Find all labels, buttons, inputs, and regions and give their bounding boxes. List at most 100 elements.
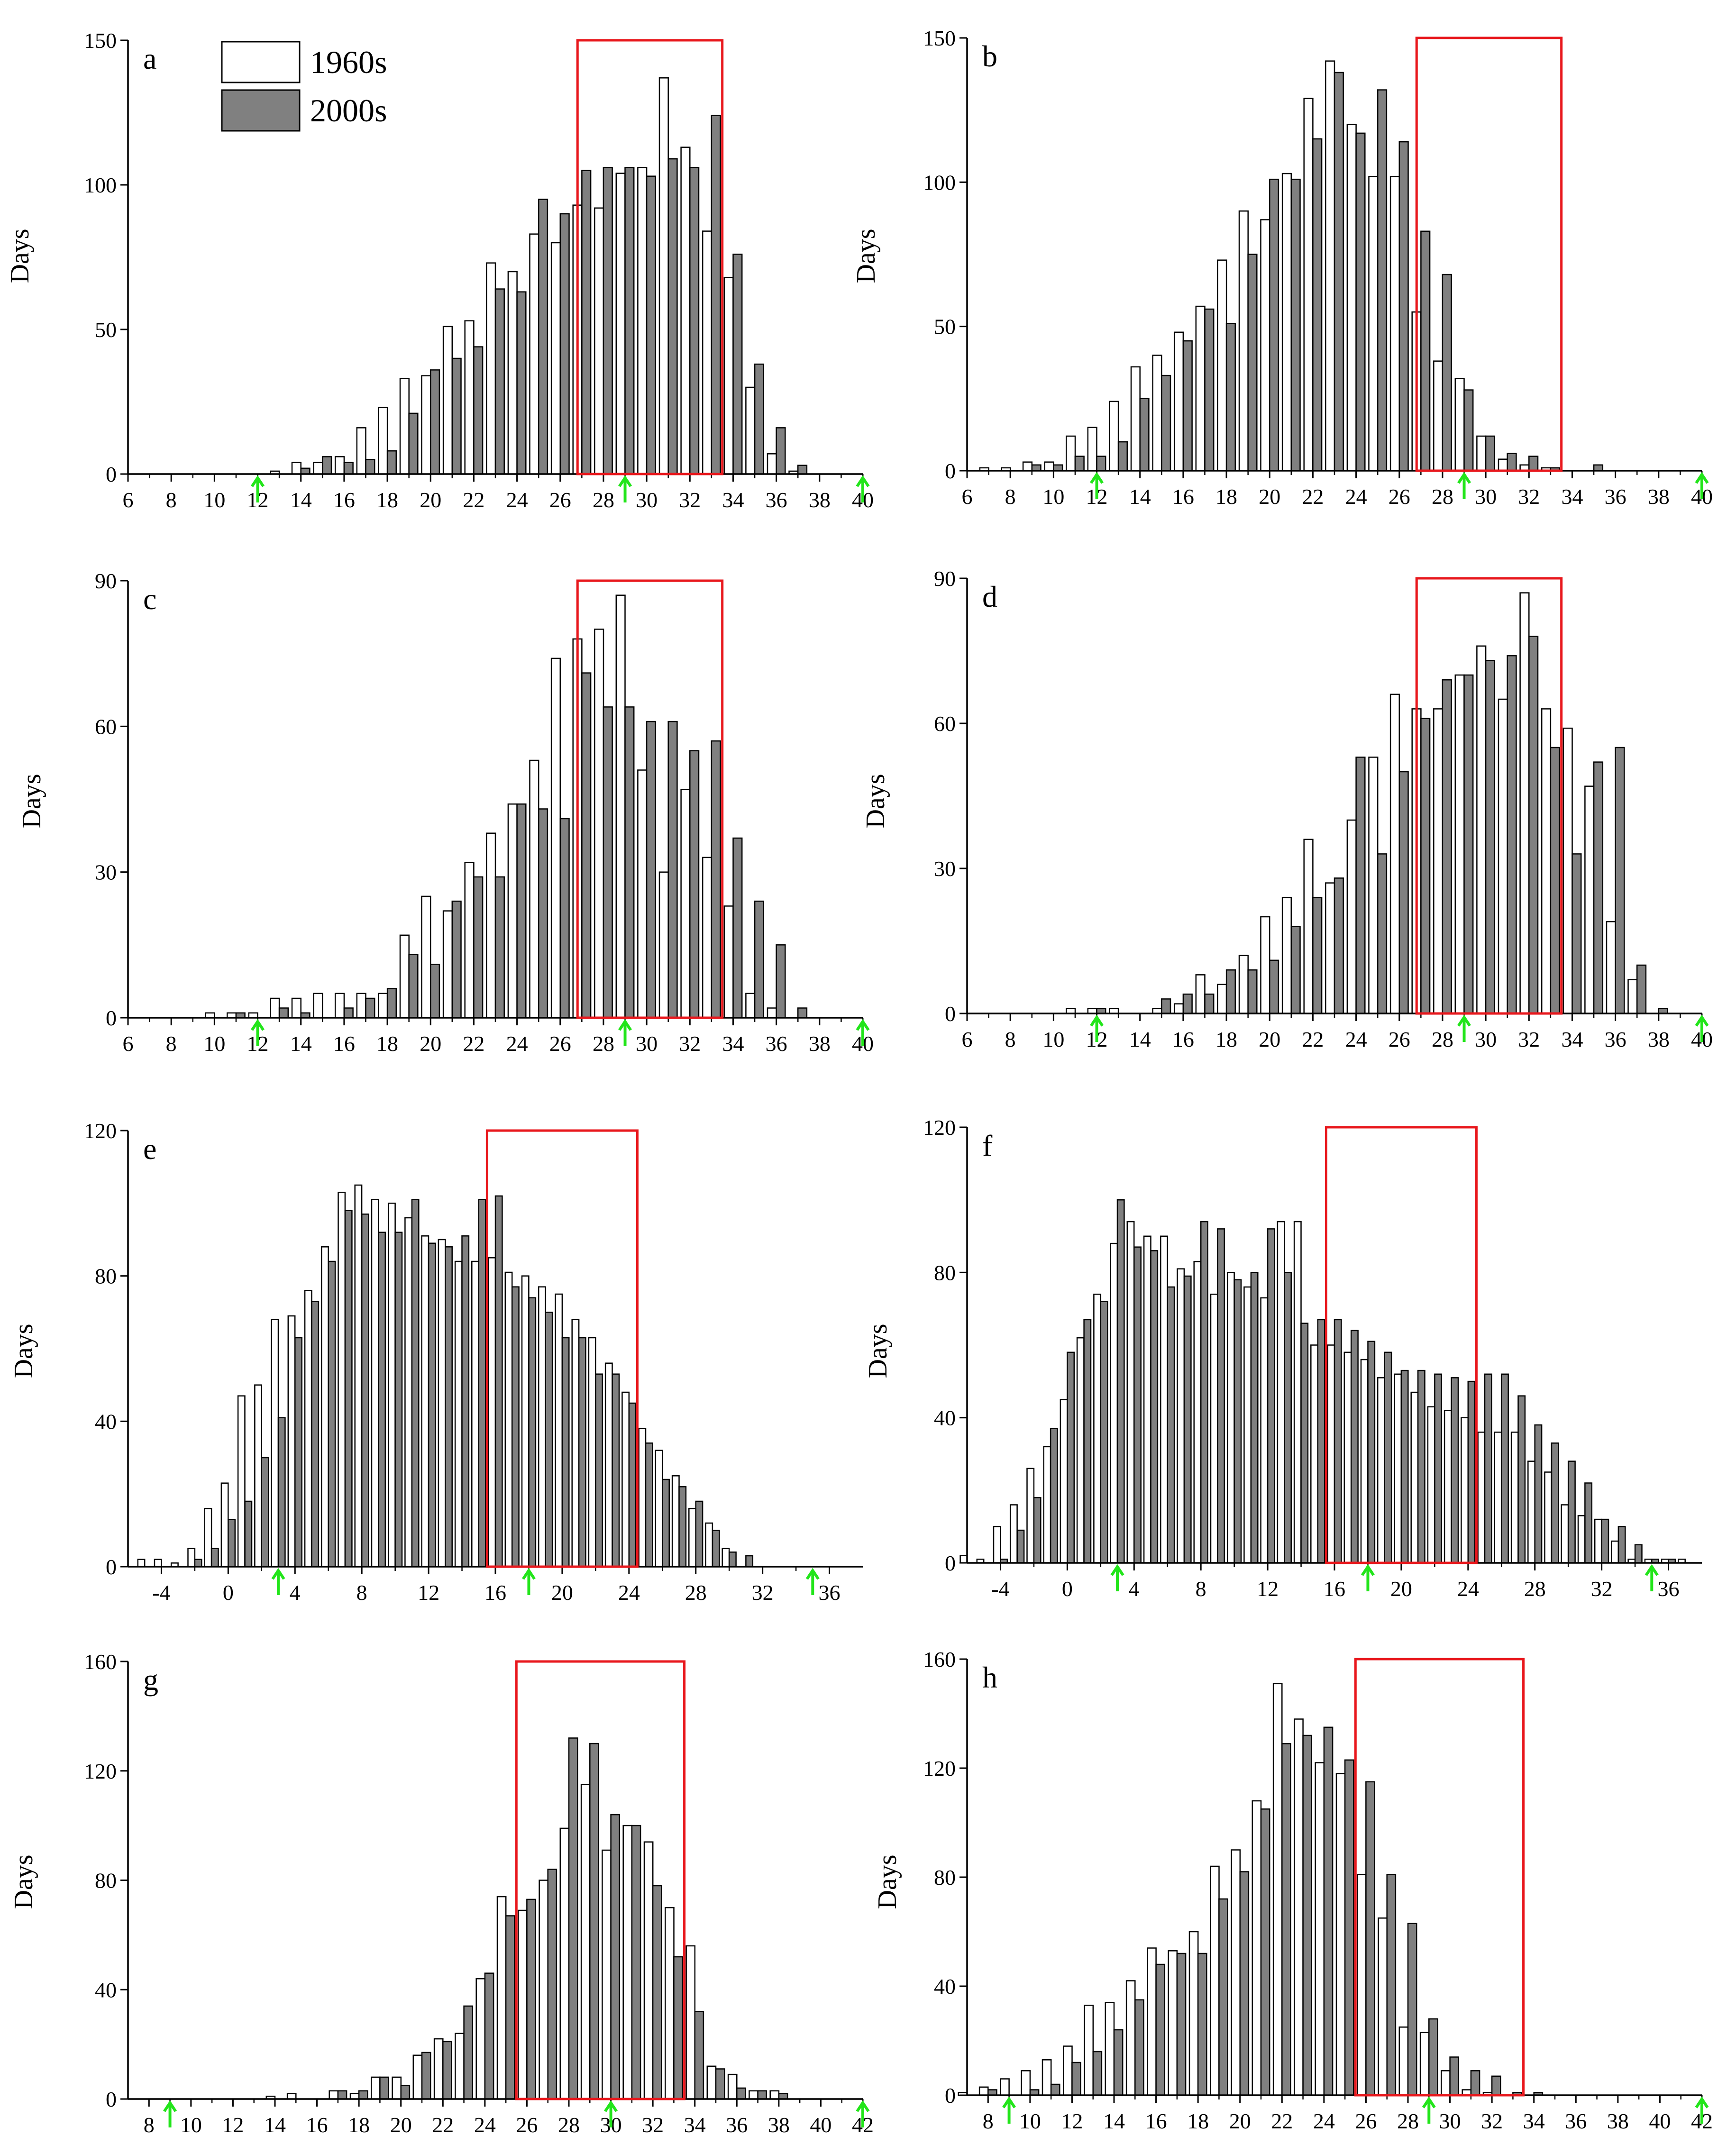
x-tick-label: 16	[333, 1031, 355, 1056]
x-tick-label: 8	[166, 1031, 177, 1056]
panel-g: 0408012016081012141618202224262830323436…	[9, 1650, 874, 2137]
x-tick-label: 16	[1145, 2109, 1167, 2133]
panel-a: 0501001506810121416182022242628303234363…	[5, 28, 874, 512]
bar-f-1960s-21	[1410, 1391, 1419, 1564]
arrow-marker	[856, 1019, 870, 1046]
bar-c-2000s-29	[624, 706, 635, 1019]
bar-d-1960s-23	[1325, 882, 1335, 1014]
bar-e-2000s-30	[728, 1552, 737, 1568]
arrow-head	[1002, 2096, 1016, 2108]
bar-e-1960s-19	[538, 1286, 546, 1568]
x-tick-label: 6	[962, 484, 973, 509]
bar-g-2000s-20	[400, 2084, 411, 2100]
bar-f-2000s-19	[1384, 1351, 1392, 1564]
bar-b-1960s-28	[1433, 360, 1444, 472]
bar-g-1960s-31	[622, 1825, 633, 2100]
bar-b-1960s-30	[1476, 435, 1487, 472]
x-tick-label: 20	[551, 1580, 573, 1605]
bar-e-2000s-28	[695, 1500, 704, 1568]
x-tick-label: 40	[810, 2113, 831, 2137]
bar-f-1960s-16	[1327, 1344, 1335, 1564]
bar-g-1960s-19	[371, 2076, 381, 2100]
y-axis-title: Days	[17, 774, 46, 828]
bar-e-1960s-4	[287, 1315, 296, 1568]
bar-a-2000s-15	[322, 456, 332, 475]
x-tick-label: 32	[1591, 1577, 1613, 1601]
bar-g-2000s-33	[673, 1956, 683, 2100]
bar-d-1960s-17	[1195, 974, 1206, 1014]
x-tick-label: 36	[1565, 2109, 1587, 2133]
arrow-head	[856, 475, 870, 487]
bar-a-2000s-37	[797, 465, 808, 475]
bar-f-1960s-27	[1510, 1432, 1519, 1564]
bar-a-1960s-35	[745, 386, 756, 475]
bar-g-1960s-26	[518, 1909, 528, 2100]
arrow-marker	[1695, 2096, 1709, 2124]
x-tick-label: 34	[1561, 484, 1583, 509]
bar-h-1960s-30	[1441, 2070, 1451, 2096]
y-tick-label: 90	[95, 569, 117, 593]
bar-b-1960s-23	[1325, 60, 1335, 472]
panel-letter: d	[982, 580, 997, 613]
y-tick-label: 120	[84, 1759, 117, 1783]
bar-f-1960s-29	[1544, 1471, 1553, 1564]
bar-b-2000s-22	[1312, 138, 1323, 472]
bar-c-2000s-26	[559, 818, 570, 1019]
bar-c-2000s-36	[776, 944, 786, 1019]
bar-f-1960s-20	[1394, 1373, 1402, 1564]
x-tick-label: 34	[1523, 2109, 1545, 2133]
bar-h-1960s-23	[1294, 1718, 1304, 2096]
x-tick-label: 26	[1389, 484, 1410, 509]
bar-g-2000s-35	[715, 2068, 725, 2100]
bar-b-2000s-11	[1074, 456, 1085, 472]
arrow-marker	[1457, 1014, 1471, 1042]
bar-h-2000s-20	[1239, 1871, 1250, 2096]
bar-h-1960s-26	[1357, 1874, 1367, 2096]
y-tick-label: 50	[934, 315, 956, 339]
x-tick-label: 20	[1229, 2109, 1251, 2133]
bar-f-2000s--2	[1033, 1497, 1042, 1564]
bar-d-1960s-37	[1627, 979, 1638, 1014]
arrow-head	[163, 2100, 177, 2112]
y-tick-label: 150	[923, 26, 956, 50]
bar-b-2000s-26	[1398, 141, 1409, 472]
bar-e-2000s--1	[210, 1548, 219, 1568]
bar-g-1960s-37	[749, 2090, 758, 2100]
bar-f-2000s-15	[1317, 1319, 1325, 1564]
x-tick-label: 18	[348, 2113, 370, 2137]
arrow-head	[1645, 1564, 1659, 1576]
arrow-head	[618, 475, 632, 487]
bar-e-1960s-30	[722, 1548, 730, 1568]
bar-a-1960s-25	[529, 233, 539, 475]
x-tick-label: 36	[726, 2113, 748, 2137]
x-tick-label: 24	[506, 1031, 528, 1056]
bar-c-2000s-25	[538, 808, 548, 1019]
bar-e-2000s-1	[244, 1500, 253, 1568]
bar-h-1960s-8	[978, 2086, 989, 2096]
arrow-head	[618, 1019, 632, 1031]
bar-h-2000s-19	[1218, 1898, 1228, 2096]
bar-c-1960s-24	[507, 803, 518, 1019]
x-tick-label: 32	[752, 1580, 774, 1605]
bar-b-2000s-19	[1247, 254, 1258, 472]
bar-b-2000s-13	[1117, 441, 1128, 472]
bar-c-2000s-20	[429, 964, 440, 1019]
panel-d: 0306090681012141618202224262830323436384…	[861, 566, 1713, 1051]
bar-c-2000s-30	[646, 721, 657, 1019]
bar-g-2000s-32	[652, 1885, 662, 2100]
arrow-marker	[1422, 2096, 1436, 2124]
x-tick-label: 28	[1397, 2109, 1419, 2133]
bar-e-1960s-12	[421, 1235, 429, 1568]
bar-d-1960s-31	[1498, 698, 1508, 1014]
bar-b-2000s-20	[1269, 178, 1279, 472]
bar-f-1960s-5	[1143, 1235, 1151, 1564]
arrow-marker	[251, 475, 265, 502]
bar-b-1960s-18	[1217, 259, 1227, 472]
arrow-marker	[805, 1568, 820, 1595]
bar-e-1960s--1	[204, 1508, 212, 1568]
bar-d-1960s-35	[1584, 785, 1595, 1014]
bar-a-1960s-22	[464, 320, 475, 475]
bar-a-1960s-24	[507, 271, 518, 475]
x-tick-label: 4	[290, 1580, 301, 1605]
bar-f-2000s-11	[1250, 1272, 1259, 1564]
